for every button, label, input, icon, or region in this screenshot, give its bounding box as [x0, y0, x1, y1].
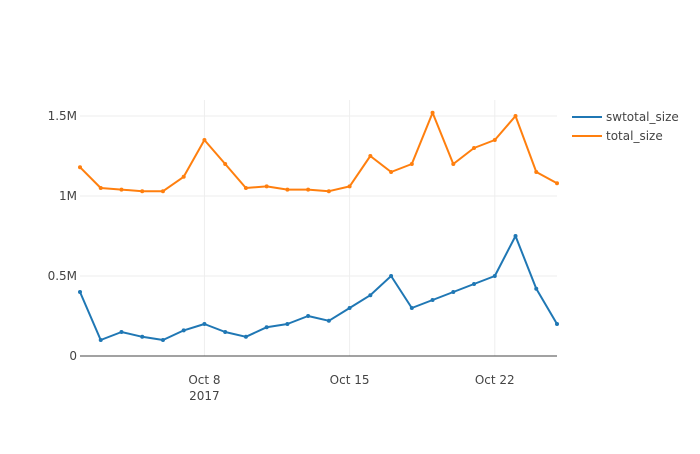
data-point[interactable]	[160, 338, 165, 342]
legend-label: swtotal_size	[606, 110, 679, 124]
legend[interactable]: swtotal_size total_size	[572, 110, 679, 143]
data-point[interactable]	[264, 325, 269, 330]
data-point[interactable]	[285, 322, 290, 326]
data-point[interactable]	[326, 318, 331, 323]
series-line-total-size[interactable]	[79, 111, 558, 193]
data-point[interactable]	[492, 138, 497, 142]
legend-item-swtotal-size[interactable]: swtotal_size	[572, 110, 679, 124]
data-point[interactable]	[181, 174, 186, 179]
gridlines	[80, 100, 557, 356]
data-point[interactable]	[140, 189, 145, 194]
data-point[interactable]	[389, 274, 394, 278]
data-point[interactable]	[451, 162, 456, 166]
axes: 0 0.5M 1M 1.5M Oct 8 2017 Oct 15 Oct 22	[48, 109, 557, 403]
data-point[interactable]	[409, 306, 414, 310]
data-point[interactable]	[430, 298, 435, 302]
data-point[interactable]	[223, 330, 228, 334]
data-point[interactable]	[368, 293, 373, 298]
data-point[interactable]	[181, 328, 186, 333]
data-point[interactable]	[389, 170, 394, 174]
legend-label: total_size	[606, 129, 663, 143]
data-point[interactable]	[513, 114, 518, 118]
y-tick-label: 1.5M	[48, 109, 77, 123]
data-point[interactable]	[98, 186, 103, 190]
data-point[interactable]	[409, 162, 414, 166]
x-tick-label: Oct 8	[188, 373, 220, 387]
legend-item-total-size[interactable]: total_size	[572, 129, 663, 143]
data-point[interactable]	[243, 334, 248, 339]
data-point[interactable]	[202, 322, 207, 326]
data-point[interactable]	[326, 189, 331, 194]
data-point[interactable]	[347, 306, 352, 310]
y-tick-label: 0.5M	[48, 269, 77, 283]
data-point[interactable]	[534, 286, 539, 291]
y-tick-label: 1M	[59, 189, 77, 203]
x-tick-label: Oct 22	[475, 373, 515, 387]
data-point[interactable]	[285, 187, 290, 192]
y-tick-label: 0	[69, 349, 77, 363]
series-line-swtotal-size[interactable]	[79, 235, 558, 341]
data-point[interactable]	[223, 162, 228, 166]
data-point[interactable]	[513, 234, 518, 238]
data-point[interactable]	[492, 274, 497, 278]
data-point[interactable]	[472, 282, 477, 286]
data-point[interactable]	[98, 338, 103, 342]
data-point[interactable]	[264, 184, 269, 189]
data-point[interactable]	[202, 138, 207, 142]
data-point[interactable]	[555, 181, 559, 186]
data-point[interactable]	[306, 187, 311, 192]
data-point[interactable]	[368, 154, 373, 158]
x-tick-label: Oct 15	[330, 373, 370, 387]
data-point[interactable]	[534, 170, 539, 174]
data-point[interactable]	[119, 187, 124, 192]
data-point[interactable]	[430, 110, 435, 115]
data-point[interactable]	[472, 146, 477, 150]
data-point[interactable]	[119, 330, 124, 334]
data-point[interactable]	[347, 184, 352, 189]
data-point[interactable]	[306, 314, 311, 318]
data-point[interactable]	[78, 165, 82, 170]
data-point[interactable]	[451, 290, 456, 294]
plot-area	[78, 110, 559, 342]
data-point[interactable]	[160, 189, 165, 194]
data-point[interactable]	[555, 322, 559, 326]
x-tick-sublabel: 2017	[189, 389, 220, 403]
data-point[interactable]	[140, 334, 145, 339]
data-point[interactable]	[243, 186, 248, 190]
data-point[interactable]	[78, 290, 82, 294]
